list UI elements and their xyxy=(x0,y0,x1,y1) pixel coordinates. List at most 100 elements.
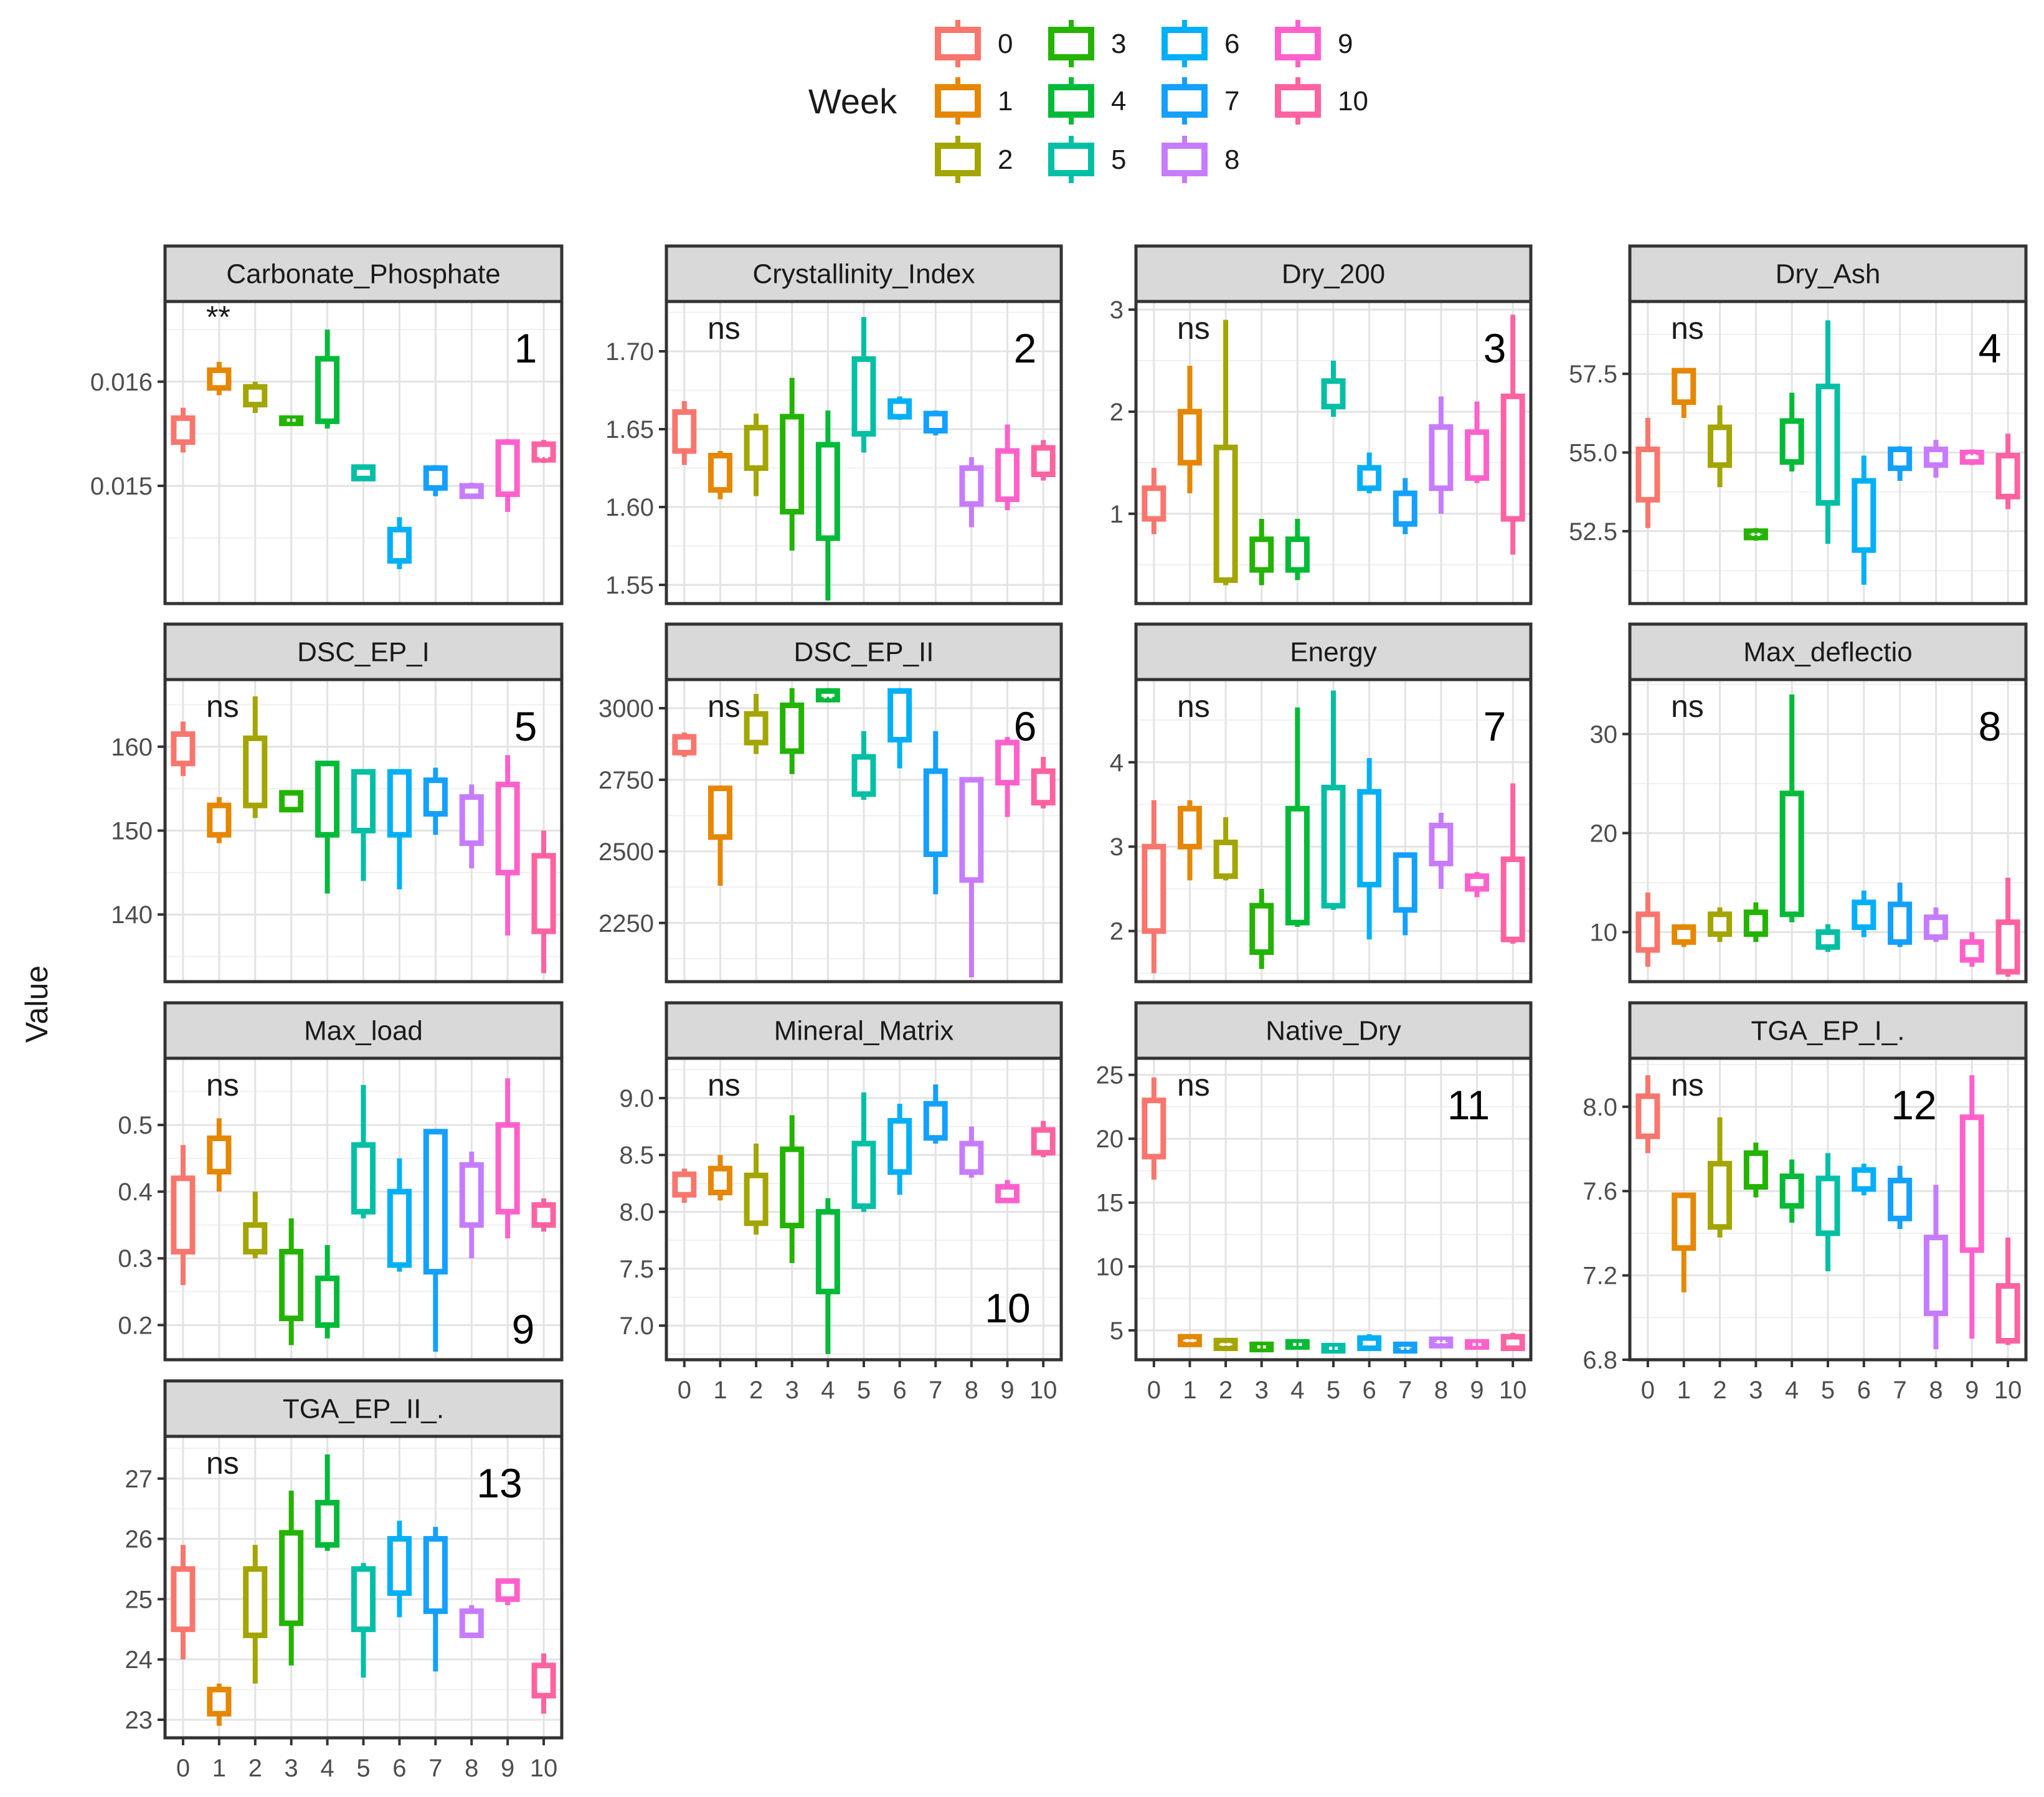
y-tick-label: 24 xyxy=(125,1646,153,1674)
legend-key-box xyxy=(1275,84,1321,118)
box-week-9 xyxy=(495,1078,520,1239)
box-week-1 xyxy=(1177,800,1202,881)
iqr-box xyxy=(243,1222,268,1255)
iqr-box xyxy=(1249,1341,1274,1353)
iqr-box xyxy=(1357,465,1382,491)
box-week-3 xyxy=(1249,1341,1274,1353)
y-tick-label: 3 xyxy=(1110,833,1124,861)
iqr-box xyxy=(531,441,556,463)
iqr-box xyxy=(959,777,984,883)
iqr-box xyxy=(1321,784,1346,909)
box-week-9 xyxy=(995,424,1020,510)
y-tick-label: 25 xyxy=(1096,1062,1124,1089)
box-week-2 xyxy=(243,1545,268,1684)
iqr-box xyxy=(1779,1174,1804,1209)
iqr-box xyxy=(1213,839,1238,880)
box-week-3 xyxy=(1743,1142,1768,1198)
x-tick-label: 8 xyxy=(1434,1377,1448,1404)
x-tick-label: 3 xyxy=(285,1755,298,1782)
box-week-5 xyxy=(1321,1342,1346,1354)
iqr-box xyxy=(1429,424,1454,491)
box-week-1 xyxy=(1672,367,1696,418)
box-week-6 xyxy=(387,517,412,569)
x-tick-label: 10 xyxy=(530,1755,558,1782)
legend-item-week-6: 6 xyxy=(1162,20,1239,67)
iqr-box xyxy=(387,526,412,564)
iqr-box xyxy=(171,415,196,445)
box-week-2 xyxy=(1708,1117,1733,1238)
facet-title: Native_Dry xyxy=(1266,1016,1401,1046)
iqr-box xyxy=(243,735,268,808)
y-tick-label: 5 xyxy=(1110,1317,1124,1345)
facet-strip xyxy=(1628,244,2028,303)
box-week-1 xyxy=(207,1118,232,1192)
box-week-0 xyxy=(1142,1077,1166,1180)
iqr-box xyxy=(207,367,232,391)
iqr-box xyxy=(279,1249,304,1322)
iqr-box xyxy=(1708,424,1733,468)
iqr-box xyxy=(1500,393,1525,522)
iqr-box xyxy=(1743,1150,1768,1190)
y-tick-label: 2250 xyxy=(599,910,654,937)
iqr-box xyxy=(672,734,697,756)
box-week-5 xyxy=(1815,320,1840,544)
iqr-box xyxy=(672,409,697,454)
y-tick-label: 7.2 xyxy=(1583,1263,1617,1290)
iqr-box xyxy=(315,1499,340,1548)
x-tick-label: 0 xyxy=(1147,1377,1161,1404)
box-week-5 xyxy=(1321,690,1346,910)
x-tick-label: 7 xyxy=(929,1377,942,1404)
box-week-2 xyxy=(744,414,769,496)
y-tick-label: 8.0 xyxy=(619,1199,654,1226)
box-week-2 xyxy=(1213,320,1238,586)
iqr-box xyxy=(744,711,769,746)
box-week-1 xyxy=(207,362,232,396)
y-tick-label: 3 xyxy=(1110,296,1124,324)
iqr-box xyxy=(1285,536,1310,573)
facet-strip xyxy=(1134,1001,1533,1060)
x-tick-label: 5 xyxy=(1327,1377,1340,1404)
panel-tga-ep-i: TGA_EP_I_.ns 126.87.27.68.00 1 2 3 4 5 6 7 8 9 10 xyxy=(1583,1001,2028,1404)
iqr-box xyxy=(744,425,769,471)
iqr-box xyxy=(1429,822,1454,866)
y-tick-label: 0.5 xyxy=(118,1112,153,1139)
y-tick-label: 15 xyxy=(1096,1190,1124,1217)
iqr-box xyxy=(923,768,948,857)
y-tick-label: 1.70 xyxy=(605,338,654,366)
facet-strip xyxy=(665,622,1063,681)
box-week-7 xyxy=(1888,882,1913,947)
box-week-5 xyxy=(1815,924,1840,952)
iqr-box xyxy=(780,414,805,514)
legend-label: 2 xyxy=(998,145,1013,175)
iqr-box xyxy=(1852,899,1876,931)
y-tick-label: 1.60 xyxy=(605,494,654,521)
legend-item-week-4: 4 xyxy=(1048,77,1126,125)
box-week-6 xyxy=(387,769,412,889)
iqr-box xyxy=(1852,1167,1876,1192)
box-week-4 xyxy=(815,410,840,600)
legend-key-box xyxy=(1048,27,1094,60)
box-week-8 xyxy=(1429,1336,1454,1349)
significance-label: ns xyxy=(206,1446,239,1481)
y-tick-label: 1.65 xyxy=(605,416,654,443)
iqr-box xyxy=(351,464,376,481)
y-tick-label: 150 xyxy=(111,818,153,845)
iqr-box xyxy=(1995,453,2020,500)
facet-strip xyxy=(1628,1001,2028,1060)
y-tick-label: 2750 xyxy=(599,767,654,794)
x-tick-label: 2 xyxy=(1219,1377,1233,1404)
panel-number: 10 xyxy=(985,1285,1030,1331)
y-tick-label: 26 xyxy=(125,1526,153,1553)
facet-strip xyxy=(163,244,564,303)
iqr-box xyxy=(423,777,448,817)
y-tick-label: 7.0 xyxy=(619,1312,654,1340)
box-week-8 xyxy=(459,483,484,500)
y-tick-label: 30 xyxy=(1590,721,1618,748)
iqr-box xyxy=(315,1275,340,1328)
iqr-box xyxy=(995,448,1020,502)
box-week-4 xyxy=(315,1245,340,1339)
significance-label: ns xyxy=(206,689,239,724)
box-week-9 xyxy=(495,439,520,512)
iqr-box xyxy=(459,1608,484,1638)
